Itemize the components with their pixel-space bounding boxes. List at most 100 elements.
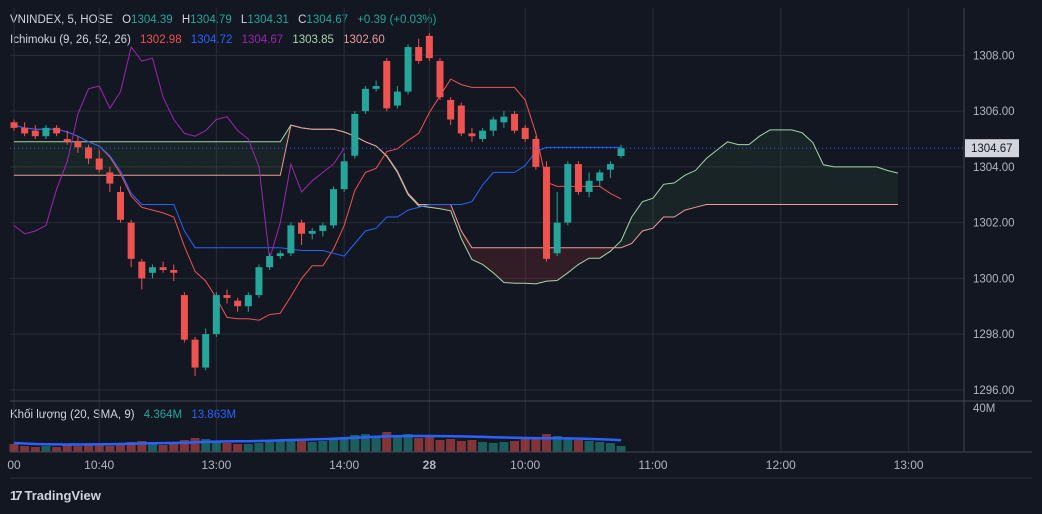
volume-bar bbox=[169, 443, 179, 452]
candle-body bbox=[425, 35, 433, 59]
ichimoku-legend[interactable]: Ichimoku (9, 26, 52, 26) 1302.98 1304.72… bbox=[10, 34, 391, 46]
volume-bar bbox=[201, 439, 211, 452]
candle-body bbox=[340, 161, 348, 190]
low-value: 1304.31 bbox=[247, 14, 289, 26]
candle-body bbox=[532, 139, 540, 167]
volume-bar bbox=[403, 434, 413, 452]
cloud-segment bbox=[674, 175, 685, 218]
candle-body bbox=[308, 230, 316, 234]
cloud-segment bbox=[663, 182, 675, 218]
time-axis: 00 10:40 13:00 14:00 28 10:00 11:00 12:00 13:00 bbox=[7, 458, 924, 472]
candle-body bbox=[319, 225, 327, 231]
cloud-segment bbox=[440, 204, 451, 211]
cloud-segment bbox=[695, 158, 707, 208]
volume-bar bbox=[137, 441, 147, 452]
price-tick-label: 1302.00 bbox=[973, 218, 1015, 230]
tradingview-logo-icon: 17 bbox=[10, 488, 23, 503]
volume-bar bbox=[73, 446, 83, 452]
candle-body bbox=[436, 60, 444, 98]
cloud-segment bbox=[173, 141, 185, 176]
price-tick-label: 1298.00 bbox=[973, 329, 1015, 341]
cloud-segment bbox=[195, 141, 206, 176]
chikou-value: 1304.67 bbox=[241, 34, 284, 46]
candle-body bbox=[255, 267, 263, 296]
candle-body bbox=[266, 256, 274, 268]
cloud-segment bbox=[599, 247, 611, 259]
cloud-segment bbox=[866, 166, 877, 205]
cloud-segment bbox=[227, 141, 238, 176]
cloud-segment bbox=[621, 217, 632, 248]
cloud-segment bbox=[216, 141, 227, 176]
cloud-segment bbox=[493, 247, 504, 283]
volume-bar bbox=[105, 446, 115, 452]
last-price: 1304.67 bbox=[10, 139, 1019, 158]
cloud-segment bbox=[184, 141, 196, 176]
volume-bar bbox=[371, 436, 381, 452]
chikou-line bbox=[13, 45, 345, 260]
volume-bars bbox=[9, 432, 626, 452]
price-tick-label: 1304.00 bbox=[973, 162, 1015, 174]
volume-bar bbox=[392, 435, 402, 452]
span-a-value: 1303.85 bbox=[292, 34, 334, 46]
volume-bar bbox=[605, 443, 615, 452]
cloud-segment bbox=[642, 198, 653, 231]
cloud-segment bbox=[14, 141, 25, 176]
cloud-segment bbox=[205, 141, 217, 176]
candle-body bbox=[85, 147, 93, 159]
candle-body bbox=[564, 164, 572, 223]
volume-label: Khối lượng (20, SMA, 9) bbox=[10, 409, 135, 421]
volume-legend[interactable]: Khối lượng (20, SMA, 9) 4.364M 13.863M bbox=[10, 409, 242, 421]
candle-body bbox=[138, 261, 146, 279]
candle-body bbox=[191, 339, 199, 368]
cloud-segment bbox=[152, 141, 164, 176]
candle-body bbox=[170, 270, 178, 273]
volume-bar bbox=[222, 443, 232, 452]
axes bbox=[10, 8, 1032, 479]
candle-body bbox=[383, 60, 391, 109]
cloud-segment bbox=[791, 129, 803, 205]
candle-body bbox=[95, 158, 103, 170]
candle-body bbox=[479, 130, 487, 139]
tradingview-brand[interactable]: 17 TradingView bbox=[10, 488, 101, 503]
time-tick-label: 28 bbox=[423, 458, 437, 472]
volume-bar bbox=[9, 444, 19, 452]
cloud-segment bbox=[716, 141, 728, 205]
cloud-segment bbox=[727, 141, 739, 205]
candle-body bbox=[53, 127, 61, 134]
volume-bar bbox=[424, 436, 434, 452]
cloud-segment bbox=[802, 132, 813, 205]
volume-bar bbox=[552, 436, 562, 452]
cloud-segment bbox=[770, 129, 781, 205]
candle-body bbox=[543, 166, 550, 259]
volume-bar bbox=[20, 446, 30, 452]
candles bbox=[10, 33, 625, 376]
cloud-segment bbox=[876, 166, 888, 205]
volume-bar bbox=[126, 442, 136, 452]
volume-sma-value: 13.863M bbox=[191, 409, 237, 421]
cloud-segment bbox=[812, 142, 824, 205]
time-tick-label: 10:00 bbox=[510, 458, 540, 472]
candle-body bbox=[127, 222, 135, 259]
volume-bar bbox=[307, 442, 317, 452]
kijun-value: 1304.72 bbox=[190, 34, 233, 46]
candle-body bbox=[574, 164, 582, 192]
volume-bar bbox=[286, 440, 296, 452]
ichimoku-cloud bbox=[14, 125, 898, 284]
time-tick-label: 12:00 bbox=[766, 458, 796, 472]
volume-bar bbox=[595, 442, 605, 452]
cloud-segment bbox=[748, 136, 760, 205]
candle-body bbox=[351, 113, 359, 156]
volume-bar bbox=[265, 442, 275, 452]
candle-body bbox=[287, 225, 295, 254]
high-label: H bbox=[181, 14, 191, 26]
volume-bar bbox=[318, 441, 328, 452]
volume-bar bbox=[211, 442, 221, 452]
tenkan-value: 1302.98 bbox=[140, 34, 182, 46]
high-value: 1304.79 bbox=[190, 14, 232, 26]
ohlc-legend: VNINDEX, 5, HOSE O1304.39 H1304.79 L1304… bbox=[10, 14, 442, 26]
cloud-segment bbox=[24, 141, 36, 176]
grid-lines bbox=[10, 8, 964, 452]
candle-body bbox=[511, 113, 519, 131]
cloud-segment bbox=[450, 204, 462, 239]
